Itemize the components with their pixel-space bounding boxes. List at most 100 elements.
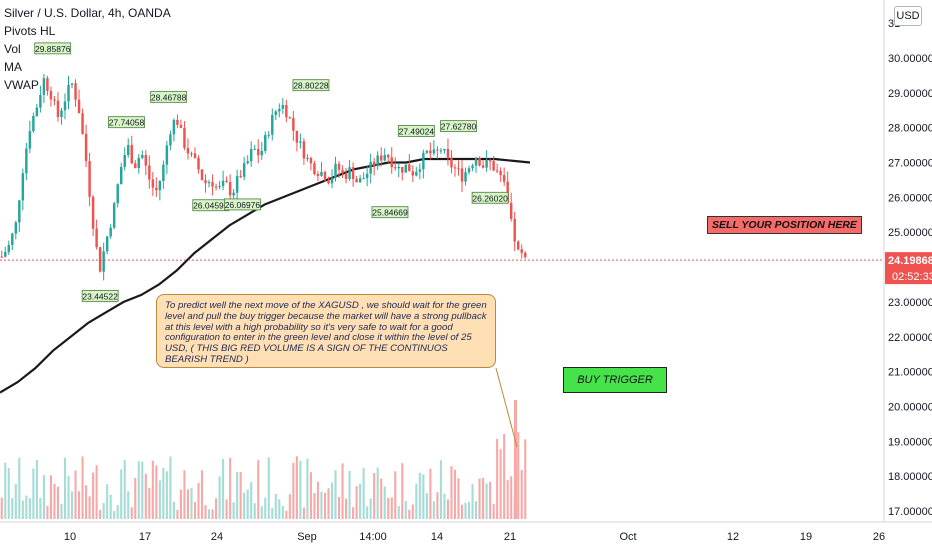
indicator-ma[interactable]: MA bbox=[4, 60, 22, 74]
volume-bar bbox=[193, 502, 197, 519]
candle bbox=[225, 180, 228, 182]
candle bbox=[183, 127, 186, 148]
volume-bar bbox=[169, 456, 172, 519]
volume-bar bbox=[81, 456, 84, 519]
pivot-box bbox=[224, 198, 261, 211]
candle bbox=[278, 108, 281, 112]
candle bbox=[267, 134, 270, 136]
volume-bar bbox=[492, 504, 495, 519]
time-tick: 14:00 bbox=[359, 531, 387, 543]
volume-bar bbox=[281, 505, 284, 519]
volume-bar bbox=[239, 472, 242, 519]
volume-bar bbox=[109, 494, 112, 519]
candle bbox=[214, 186, 218, 188]
candle bbox=[292, 118, 295, 131]
volume-bar bbox=[446, 499, 450, 519]
volume-bar bbox=[394, 471, 397, 519]
volume-bar bbox=[70, 491, 74, 519]
volume-bar bbox=[418, 472, 421, 519]
candle bbox=[386, 154, 390, 158]
candle bbox=[309, 158, 313, 164]
volume-bar bbox=[63, 457, 67, 519]
volume-bar bbox=[271, 508, 274, 519]
volume-bar bbox=[373, 473, 376, 519]
candle bbox=[271, 114, 274, 135]
volume-bar bbox=[21, 500, 24, 519]
volume-bar bbox=[496, 439, 499, 519]
pivot-label: 26.06976 bbox=[224, 198, 261, 211]
volume-bar bbox=[313, 493, 316, 519]
time-tick: 10 bbox=[64, 531, 76, 543]
indicator-vol[interactable]: Vol bbox=[4, 42, 21, 56]
price-tick: 22.00000 bbox=[888, 332, 932, 344]
indicator-pivots[interactable]: Pivots HL bbox=[4, 24, 56, 38]
candle bbox=[358, 178, 362, 183]
candle bbox=[422, 152, 425, 170]
volume-bar bbox=[88, 496, 91, 519]
volume-bar bbox=[376, 467, 379, 519]
candle bbox=[337, 163, 341, 170]
candle bbox=[464, 172, 467, 182]
time-axis[interactable]: 10 17 24 Sep 14:00 14 21 Oct 12 19 26 bbox=[0, 521, 932, 543]
volume-bar bbox=[292, 462, 295, 519]
volume-bar bbox=[482, 477, 485, 519]
candle bbox=[25, 148, 28, 174]
volume-bar bbox=[74, 470, 77, 519]
volume-bar bbox=[176, 509, 179, 519]
volume-bar bbox=[257, 460, 260, 519]
candle bbox=[197, 157, 200, 170]
volume-bar bbox=[232, 502, 235, 519]
candle bbox=[123, 155, 126, 167]
pivot-box bbox=[292, 79, 330, 92]
candle bbox=[151, 179, 155, 188]
candle bbox=[95, 228, 98, 248]
volume-bar bbox=[197, 482, 200, 519]
volume-bar bbox=[411, 504, 414, 519]
volume-bar bbox=[334, 470, 337, 519]
price-tick: 30.00000 bbox=[888, 53, 932, 65]
currency-button[interactable]: USD bbox=[894, 6, 922, 26]
candle bbox=[351, 167, 355, 179]
volume-bar bbox=[457, 478, 460, 519]
volume-bar bbox=[415, 483, 418, 519]
candle bbox=[172, 119, 176, 135]
time-tick: Sep bbox=[297, 531, 317, 543]
volume-bar bbox=[95, 465, 98, 519]
time-tick: 12 bbox=[727, 531, 739, 543]
volume-bar bbox=[327, 488, 330, 519]
symbol-title[interactable]: Silver / U.S. Dollar, 4h, OANDA bbox=[4, 6, 171, 20]
volume-bar bbox=[499, 449, 502, 519]
time-tick: 21 bbox=[504, 531, 516, 543]
candle bbox=[516, 241, 520, 250]
candles bbox=[0, 73, 527, 281]
indicator-vwap[interactable]: VWAP bbox=[4, 78, 39, 92]
volume-bar bbox=[130, 507, 133, 519]
candle bbox=[109, 227, 112, 237]
candle bbox=[379, 155, 383, 161]
volume-bar bbox=[517, 432, 520, 519]
volume-bar bbox=[151, 460, 154, 519]
candle bbox=[320, 171, 323, 176]
candle bbox=[18, 200, 21, 223]
candle bbox=[105, 236, 109, 252]
volume-bar bbox=[422, 474, 425, 519]
candle bbox=[495, 170, 499, 172]
volume-bar bbox=[503, 433, 506, 519]
time-tick: 17 bbox=[139, 531, 151, 543]
candle bbox=[221, 180, 225, 187]
price-axis[interactable]: 3130.0000029.0000028.0000027.0000026.000… bbox=[883, 0, 932, 550]
ma-line bbox=[0, 157, 531, 394]
candle bbox=[404, 164, 408, 173]
candle bbox=[14, 222, 18, 234]
price-tick: 23.00000 bbox=[888, 297, 932, 309]
volume-bar bbox=[306, 458, 309, 519]
price-tick: 25.00000 bbox=[888, 227, 932, 239]
pivot-text: 27.62780 bbox=[441, 122, 477, 132]
candle bbox=[344, 173, 348, 179]
volume-bar bbox=[218, 476, 221, 519]
volume-bar bbox=[42, 475, 45, 519]
pivot-label: 26.26020 bbox=[471, 191, 509, 204]
candle bbox=[425, 150, 429, 153]
volume-bar bbox=[380, 478, 383, 519]
candle bbox=[35, 107, 39, 116]
